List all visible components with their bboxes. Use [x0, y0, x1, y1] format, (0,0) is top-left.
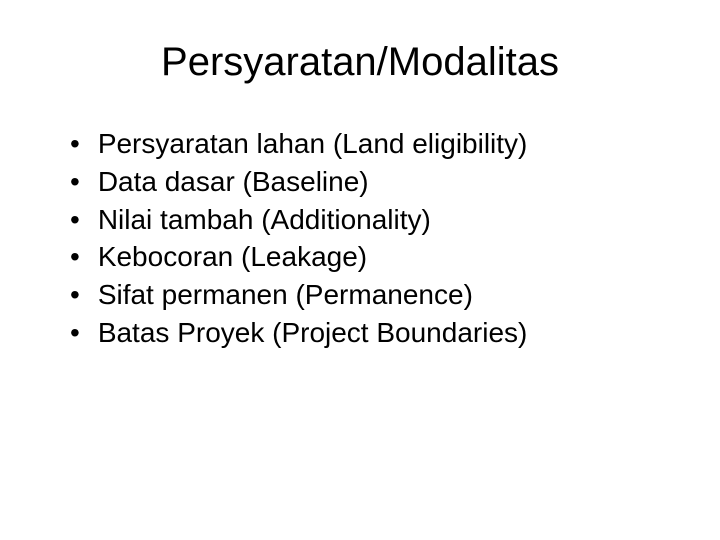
list-item: • Persyaratan lahan (Land eligibility) [70, 125, 670, 163]
bullet-icon: • [70, 276, 80, 314]
slide-title: Persyaratan/Modalitas [50, 40, 670, 85]
bullet-text: Kebocoran (Leakage) [98, 238, 670, 276]
bullet-text: Batas Proyek (Project Boundaries) [98, 314, 670, 352]
bullet-list: • Persyaratan lahan (Land eligibility) •… [50, 125, 670, 352]
bullet-icon: • [70, 125, 80, 163]
bullet-icon: • [70, 201, 80, 239]
bullet-text: Data dasar (Baseline) [98, 163, 670, 201]
list-item: • Data dasar (Baseline) [70, 163, 670, 201]
bullet-icon: • [70, 238, 80, 276]
bullet-text: Sifat permanen (Permanence) [98, 276, 670, 314]
bullet-icon: • [70, 314, 80, 352]
list-item: • Nilai tambah (Additionality) [70, 201, 670, 239]
list-item: • Sifat permanen (Permanence) [70, 276, 670, 314]
bullet-text: Nilai tambah (Additionality) [98, 201, 670, 239]
bullet-icon: • [70, 163, 80, 201]
list-item: • Kebocoran (Leakage) [70, 238, 670, 276]
list-item: • Batas Proyek (Project Boundaries) [70, 314, 670, 352]
bullet-text: Persyaratan lahan (Land eligibility) [98, 125, 670, 163]
